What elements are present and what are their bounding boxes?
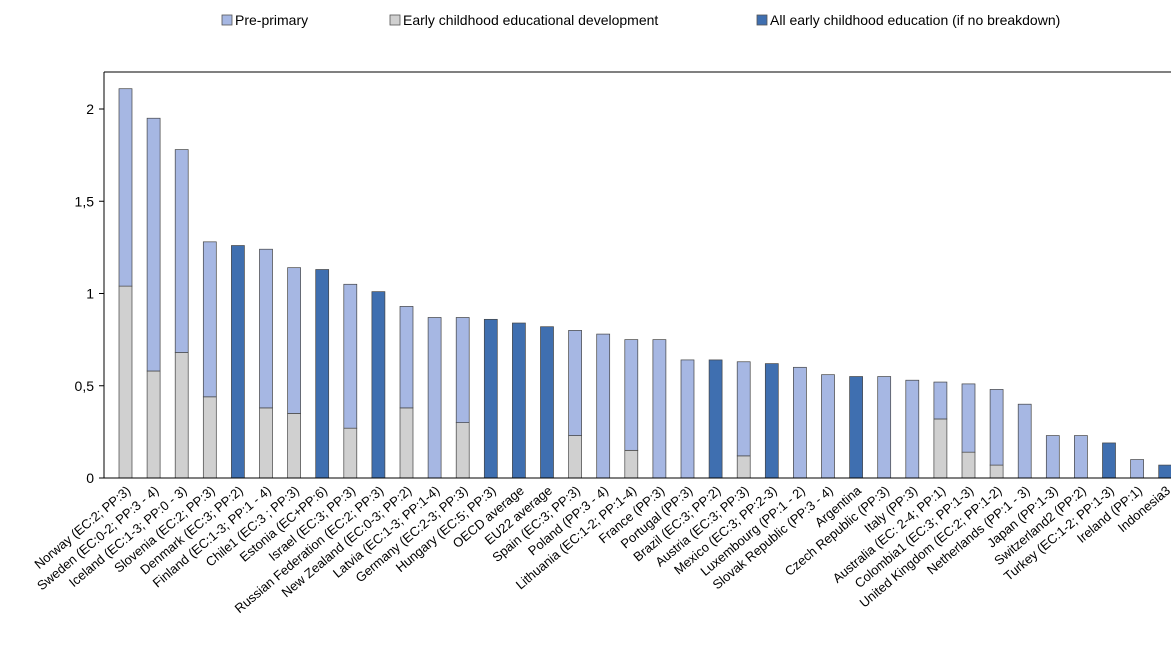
bar-pre_primary <box>961 383 976 453</box>
bar-ecec_dev <box>961 451 976 479</box>
bar-all_ece <box>231 245 245 479</box>
bar-pre_primary <box>624 339 639 451</box>
bar-ecec_dev <box>202 396 217 479</box>
bar-all_ece <box>849 376 863 479</box>
y-axis: 0 0,5 1 1,5 2 <box>75 71 1171 486</box>
legend-swatch-pre_primary <box>221 14 233 26</box>
bar-pre_primary <box>202 241 217 398</box>
bar-pre_primary <box>1074 435 1088 479</box>
bar-pre_primary <box>455 317 470 423</box>
bar-all_ece <box>1158 464 1171 479</box>
y-tick-label: 0 <box>86 470 94 486</box>
bar-all_ece <box>483 318 498 479</box>
legend-label-pre_primary: Pre-primary <box>235 12 308 28</box>
y-tick-label: 1 <box>86 286 94 302</box>
bar-all_ece <box>315 269 330 479</box>
bar-ecec_dev <box>146 370 161 479</box>
bar-pre_primary <box>1130 459 1144 479</box>
bar-ecec_dev <box>736 455 751 479</box>
bar-pre_primary <box>596 333 611 479</box>
bar-pre_primary <box>877 376 892 479</box>
bar-ecec_dev <box>933 418 948 479</box>
bar-pre_primary <box>793 366 807 479</box>
x-axis: Norway (EC:2; PP:3)Sweden (EC:0-2; PP:3 … <box>31 477 1171 616</box>
bar-pre_primary <box>146 117 161 372</box>
bar-ecec_dev <box>568 435 582 479</box>
legend-label-all_ece: All early childhood education (if no bre… <box>770 12 1060 28</box>
bar-pre_primary <box>821 374 835 479</box>
bars <box>118 88 1171 479</box>
bar-pre_primary <box>427 317 442 479</box>
bar-all_ece <box>540 326 554 479</box>
bar-pre_primary <box>399 306 414 409</box>
bar-pre_primary <box>568 330 582 436</box>
bar-ecec_dev <box>399 407 414 479</box>
bar-ecec_dev <box>259 407 273 479</box>
bar-ecec_dev <box>343 427 358 479</box>
bar-pre_primary <box>736 361 751 457</box>
bar-pre_primary <box>1045 435 1060 479</box>
bar-all_ece <box>1102 442 1116 479</box>
chart-legend: Pre-primary Early childhood educational d… <box>221 12 1060 28</box>
legend-swatch-all_ece <box>756 14 768 26</box>
bar-pre_primary <box>287 267 301 414</box>
bar-ecec_dev <box>174 352 189 479</box>
legend-label-ecec_dev: Early childhood educational development <box>403 12 658 28</box>
y-tick-label: 1,5 <box>75 193 95 209</box>
bar-pre_primary <box>174 149 189 353</box>
bar-ecec_dev <box>624 449 639 479</box>
bar-ecec_dev <box>455 422 470 479</box>
bar-pre_primary <box>933 381 948 420</box>
bar-pre_primary <box>259 248 273 409</box>
bar-ecec_dev <box>989 464 1004 479</box>
y-tick-label: 0,5 <box>75 378 95 394</box>
legend-swatch-ecec_dev <box>389 14 401 26</box>
bar-ecec_dev <box>287 413 301 479</box>
bar-all_ece <box>512 322 526 479</box>
bar-pre_primary <box>989 389 1004 466</box>
bar-ecec_dev <box>118 285 133 479</box>
bar-all_ece <box>764 363 779 479</box>
y-tick-label: 2 <box>86 101 94 117</box>
bar-pre_primary <box>1017 403 1032 479</box>
bar-pre_primary <box>905 379 920 479</box>
bar-pre_primary <box>343 283 358 429</box>
bar-all_ece <box>708 359 723 479</box>
bar-all_ece <box>371 291 386 479</box>
bar-pre_primary <box>118 88 133 287</box>
bar-pre_primary <box>680 359 695 479</box>
bar-pre_primary <box>652 339 667 479</box>
